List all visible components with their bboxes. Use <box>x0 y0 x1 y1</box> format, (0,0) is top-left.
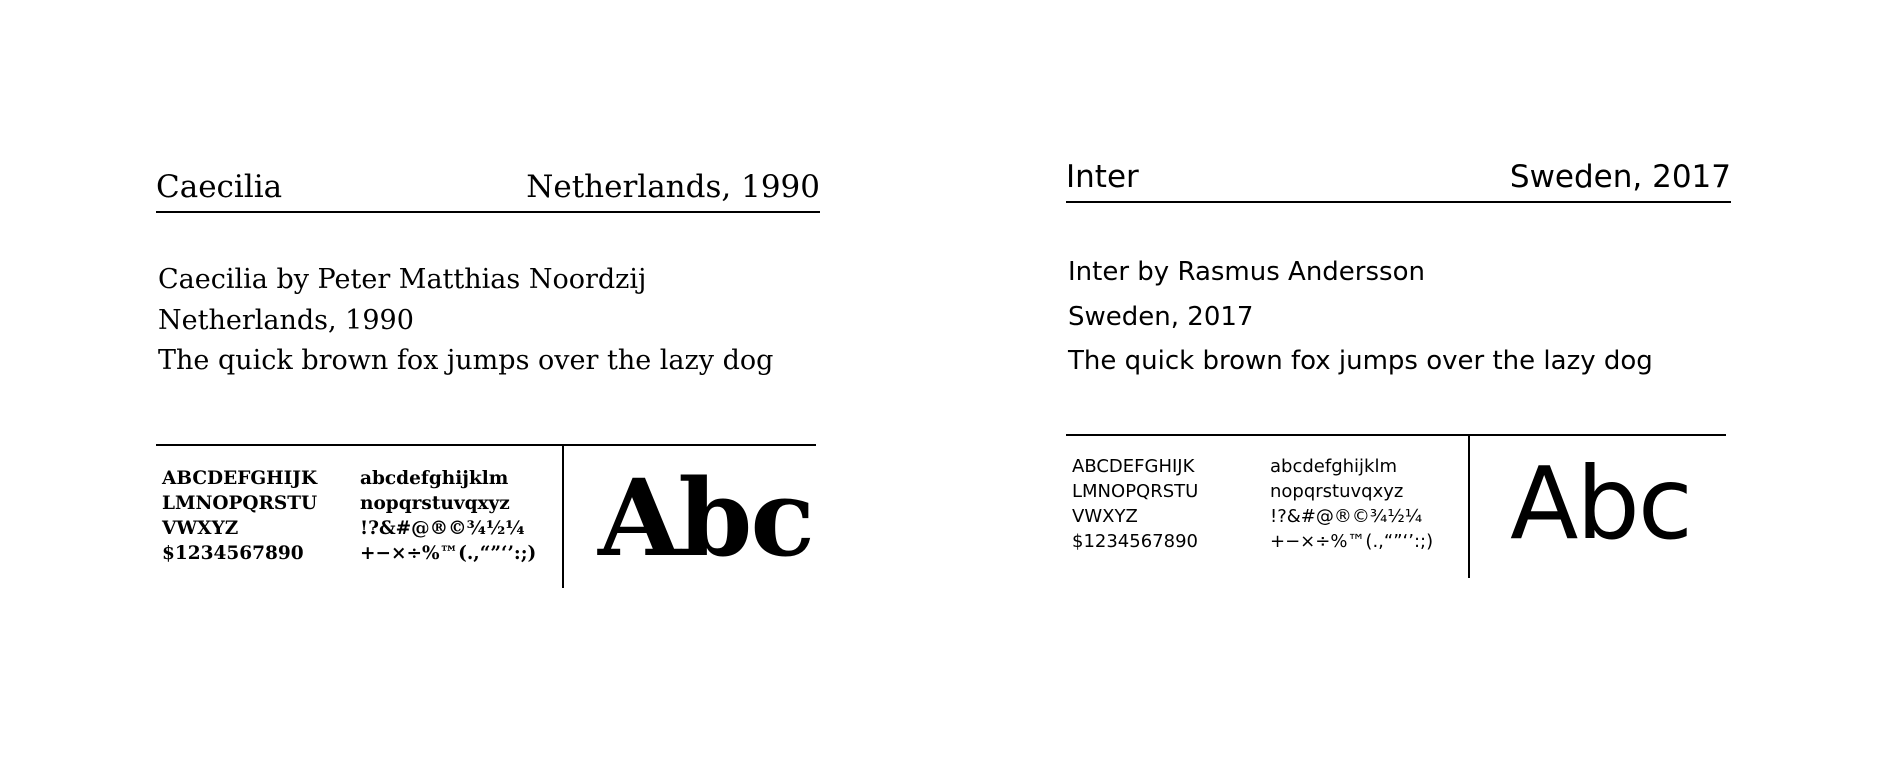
lowercase-set: abcdefghijklm nopqrstuvqxyz !?&#@®©¾½¼ +… <box>1270 454 1433 554</box>
uppercase-set: ABCDEFGHIJK LMNOPQRSTU VWXYZ $1234567890 <box>1072 454 1198 554</box>
description-line: The quick brown fox jumps over the lazy … <box>1068 346 1653 376</box>
uppercase-set: ABCDEFGHIJK LMNOPQRSTU VWXYZ $1234567890 <box>162 466 317 566</box>
charset-line: +−×÷%™(.,“”‘’:;) <box>360 543 537 564</box>
font-name: Caecilia <box>156 169 283 205</box>
lowercase-set: abcdefghijklm nopqrstuvqxyz !?&#@®©¾½¼ +… <box>360 466 536 566</box>
charset-line: $1234567890 <box>1072 531 1198 552</box>
divider <box>1468 436 1470 578</box>
charset-line: nopqrstuvqxyz <box>360 493 510 514</box>
charset-line: ABCDEFGHIJK <box>1072 456 1195 477</box>
sample-glyphs: Abc <box>1510 445 1693 562</box>
description-line: Inter by Rasmus Andersson <box>1068 257 1425 287</box>
charset-line: abcdefghijklm <box>1270 456 1397 477</box>
charset-line: LMNOPQRSTU <box>1072 481 1199 502</box>
charset-line: LMNOPQRSTU <box>162 493 318 514</box>
charset-line: +−×÷%™(.,“”‘’:;) <box>1270 531 1434 552</box>
description-line: Netherlands, 1990 <box>158 304 414 336</box>
specimen-header: Caecilia Netherlands, 1990 <box>156 160 820 213</box>
divider <box>562 446 564 588</box>
specimen-header: Inter Sweden, 2017 <box>1066 150 1731 203</box>
specimen-description: Inter by Rasmus Andersson Sweden, 2017 T… <box>1068 250 1653 384</box>
character-set: ABCDEFGHIJK LMNOPQRSTU VWXYZ $1234567890… <box>1066 434 1726 580</box>
charset-line: ABCDEFGHIJK <box>162 468 318 489</box>
charset-line: abcdefghijklm <box>360 468 509 489</box>
character-set: ABCDEFGHIJK LMNOPQRSTU VWXYZ $1234567890… <box>156 444 816 600</box>
font-origin: Sweden, 2017 <box>1509 159 1731 195</box>
font-name: Inter <box>1066 159 1139 195</box>
specimen-description: Caecilia by Peter Matthias Noordzij Neth… <box>158 260 773 382</box>
sample-glyphs: Abc <box>598 455 815 580</box>
description-line: The quick brown fox jumps over the lazy … <box>158 345 774 376</box>
charset-line: nopqrstuvqxyz <box>1270 481 1404 502</box>
font-origin: Netherlands, 1990 <box>526 169 820 205</box>
charset-line: VWXYZ <box>162 518 239 539</box>
description-line: Sweden, 2017 <box>1068 301 1254 332</box>
description-line: Caecilia by Peter Matthias Noordzij <box>158 264 647 295</box>
specimen-inter: Inter Sweden, 2017 Inter by Rasmus Ander… <box>1066 150 1731 580</box>
charset-line: !?&#@®©¾½¼ <box>1270 506 1423 527</box>
charset-line: !?&#@®©¾½¼ <box>360 518 525 539</box>
charset-line: VWXYZ <box>1072 506 1138 527</box>
charset-line: $1234567890 <box>162 543 304 564</box>
specimen-caecilia: Caecilia Netherlands, 1990 Caecilia by P… <box>156 160 820 600</box>
